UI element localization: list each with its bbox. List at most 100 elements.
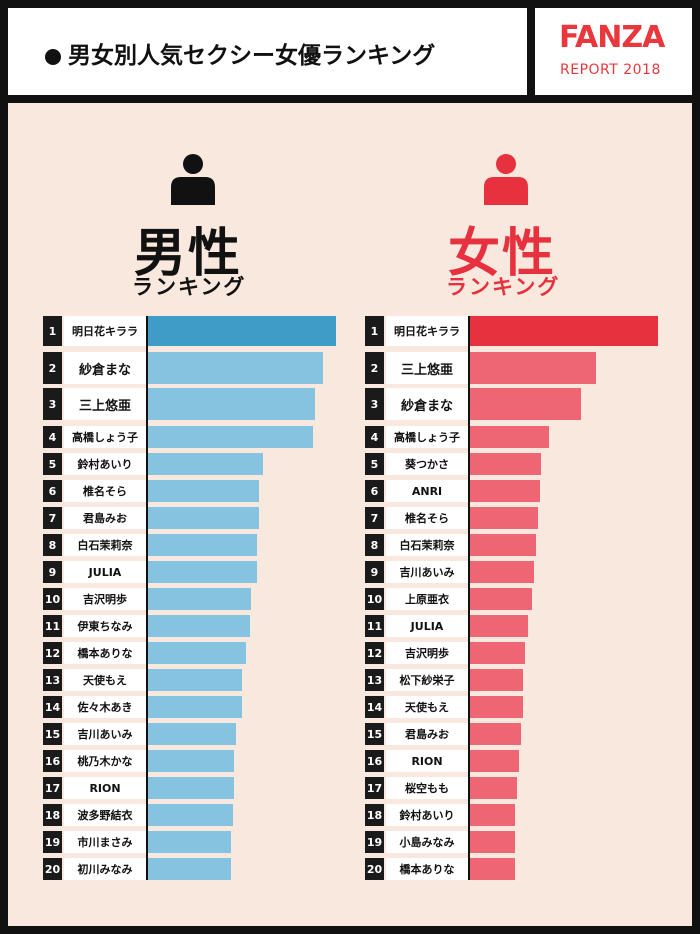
male-actress-name: 君島みお [64, 507, 146, 529]
female-rank-row: 15 君島みお [365, 723, 665, 745]
female-actress-name: 鈴村あいり [386, 804, 468, 826]
male-bar [148, 831, 231, 853]
female-rank-row: 13 松下紗栄子 [365, 669, 665, 691]
female-rank-number: 4 [365, 426, 384, 448]
female-actress-name: RION [386, 750, 468, 772]
female-bar [470, 696, 523, 718]
female-bar [470, 831, 515, 853]
female-rank-row: 5 葵つかさ [365, 453, 665, 475]
male-actress-name: 波多野結衣 [64, 804, 146, 826]
female-rank-number: 1 [365, 316, 384, 346]
male-actress-name: 佐々木あき [64, 696, 146, 718]
male-actress-name: 紗倉まな [64, 352, 146, 384]
male-actress-name: 桃乃木かな [64, 750, 146, 772]
male-bar [148, 642, 246, 664]
male-rank-number: 2 [43, 352, 62, 384]
page-title: 男女別人気セクシー女優ランキング [68, 43, 436, 69]
male-rank-number: 15 [43, 723, 62, 745]
female-actress-name: 葵つかさ [386, 453, 468, 475]
female-rank-number: 16 [365, 750, 384, 772]
female-actress-name: 松下紗栄子 [386, 669, 468, 691]
male-bar [148, 534, 257, 556]
female-rank-row: 11 JULIA [365, 615, 665, 637]
female-actress-name: ANRI [386, 480, 468, 502]
female-actress-name: 吉川あいみ [386, 561, 468, 583]
male-bar [148, 858, 231, 880]
female-bar [470, 723, 521, 745]
female-rank-row: 19 小島みなみ [365, 831, 665, 853]
female-rank-row: 7 椎名そら [365, 507, 665, 529]
male-actress-name: 市川まさみ [64, 831, 146, 853]
male-rank-number: 12 [43, 642, 62, 664]
female-rank-number: 10 [365, 588, 384, 610]
male-rank-row: 9 JULIA [43, 561, 343, 583]
header-title-box: 男女別人気セクシー女優ランキング [8, 8, 527, 95]
male-rank-row: 20 初川みなみ [43, 858, 343, 880]
chart-panel: 男性 ランキング 女性 ランキング 1 明日花キララ 2 紗倉まな 3 三上悠亜 4 高橋しょ… [8, 103, 692, 926]
brand-subtitle: REPORT 2018 [560, 62, 661, 78]
male-rank-number: 8 [43, 534, 62, 556]
female-bar [470, 453, 541, 475]
male-rank-number: 10 [43, 588, 62, 610]
female-rank-number: 2 [365, 352, 384, 384]
female-actress-name: 上原亜衣 [386, 588, 468, 610]
female-bar [470, 561, 534, 583]
female-actress-name: 明日花キララ [386, 316, 468, 346]
male-rank-row: 1 明日花キララ [43, 316, 343, 346]
female-bar [470, 426, 549, 448]
female-axis-line [468, 316, 470, 880]
female-bar [470, 777, 517, 799]
female-rank-number: 17 [365, 777, 384, 799]
female-bar [470, 507, 538, 529]
male-actress-name: JULIA [64, 561, 146, 583]
female-bar [470, 534, 536, 556]
male-bar [148, 804, 233, 826]
male-rank-row: 19 市川まさみ [43, 831, 343, 853]
male-person-icon [171, 154, 215, 205]
male-rank-row: 12 橋本ありな [43, 642, 343, 664]
female-actress-name: 君島みお [386, 723, 468, 745]
female-rank-number: 18 [365, 804, 384, 826]
female-rank-row: 18 鈴村あいり [365, 804, 665, 826]
female-rank-row: 12 吉沢明歩 [365, 642, 665, 664]
male-rank-row: 18 波多野結衣 [43, 804, 343, 826]
male-rank-number: 13 [43, 669, 62, 691]
male-subheading: ランキング [132, 275, 247, 299]
female-rank-row: 6 ANRI [365, 480, 665, 502]
female-actress-name: 小島みなみ [386, 831, 468, 853]
brand-logo: FANZA [559, 20, 665, 55]
female-rank-number: 13 [365, 669, 384, 691]
female-heading: 女性 [448, 224, 557, 284]
male-rank-number: 5 [43, 453, 62, 475]
female-bar [470, 642, 525, 664]
female-bar [470, 352, 596, 384]
male-rank-row: 13 天使もえ [43, 669, 343, 691]
male-rank-number: 7 [43, 507, 62, 529]
male-ranking-chart: 1 明日花キララ 2 紗倉まな 3 三上悠亜 4 高橋しょう子 5 鈴村あいり 6 椎名そら 7 君島みお… [43, 316, 343, 886]
female-actress-name: 橋本ありな [386, 858, 468, 880]
male-rank-row: 11 伊東ちなみ [43, 615, 343, 637]
female-actress-name: 白石茉莉奈 [386, 534, 468, 556]
female-bar [470, 388, 581, 420]
female-actress-name: 桜空もも [386, 777, 468, 799]
male-rank-row: 17 RION [43, 777, 343, 799]
female-bar [470, 588, 532, 610]
male-rank-row: 4 高橋しょう子 [43, 426, 343, 448]
female-bar [470, 316, 658, 346]
female-ranking-chart: 1 明日花キララ 2 三上悠亜 3 紗倉まな 4 高橋しょう子 5 葵つかさ 6 ANRI 7 椎名そら 8… [365, 316, 665, 886]
female-rank-number: 20 [365, 858, 384, 880]
female-actress-name: JULIA [386, 615, 468, 637]
female-rank-row: 3 紗倉まな [365, 388, 665, 420]
male-rank-number: 9 [43, 561, 62, 583]
female-rank-number: 12 [365, 642, 384, 664]
male-rank-number: 14 [43, 696, 62, 718]
male-actress-name: 三上悠亜 [64, 388, 146, 420]
male-rank-number: 1 [43, 316, 62, 346]
male-actress-name: 天使もえ [64, 669, 146, 691]
male-rank-number: 6 [43, 480, 62, 502]
female-rank-number: 9 [365, 561, 384, 583]
female-rank-number: 8 [365, 534, 384, 556]
female-rank-number: 19 [365, 831, 384, 853]
male-actress-name: 吉川あいみ [64, 723, 146, 745]
male-rank-number: 4 [43, 426, 62, 448]
